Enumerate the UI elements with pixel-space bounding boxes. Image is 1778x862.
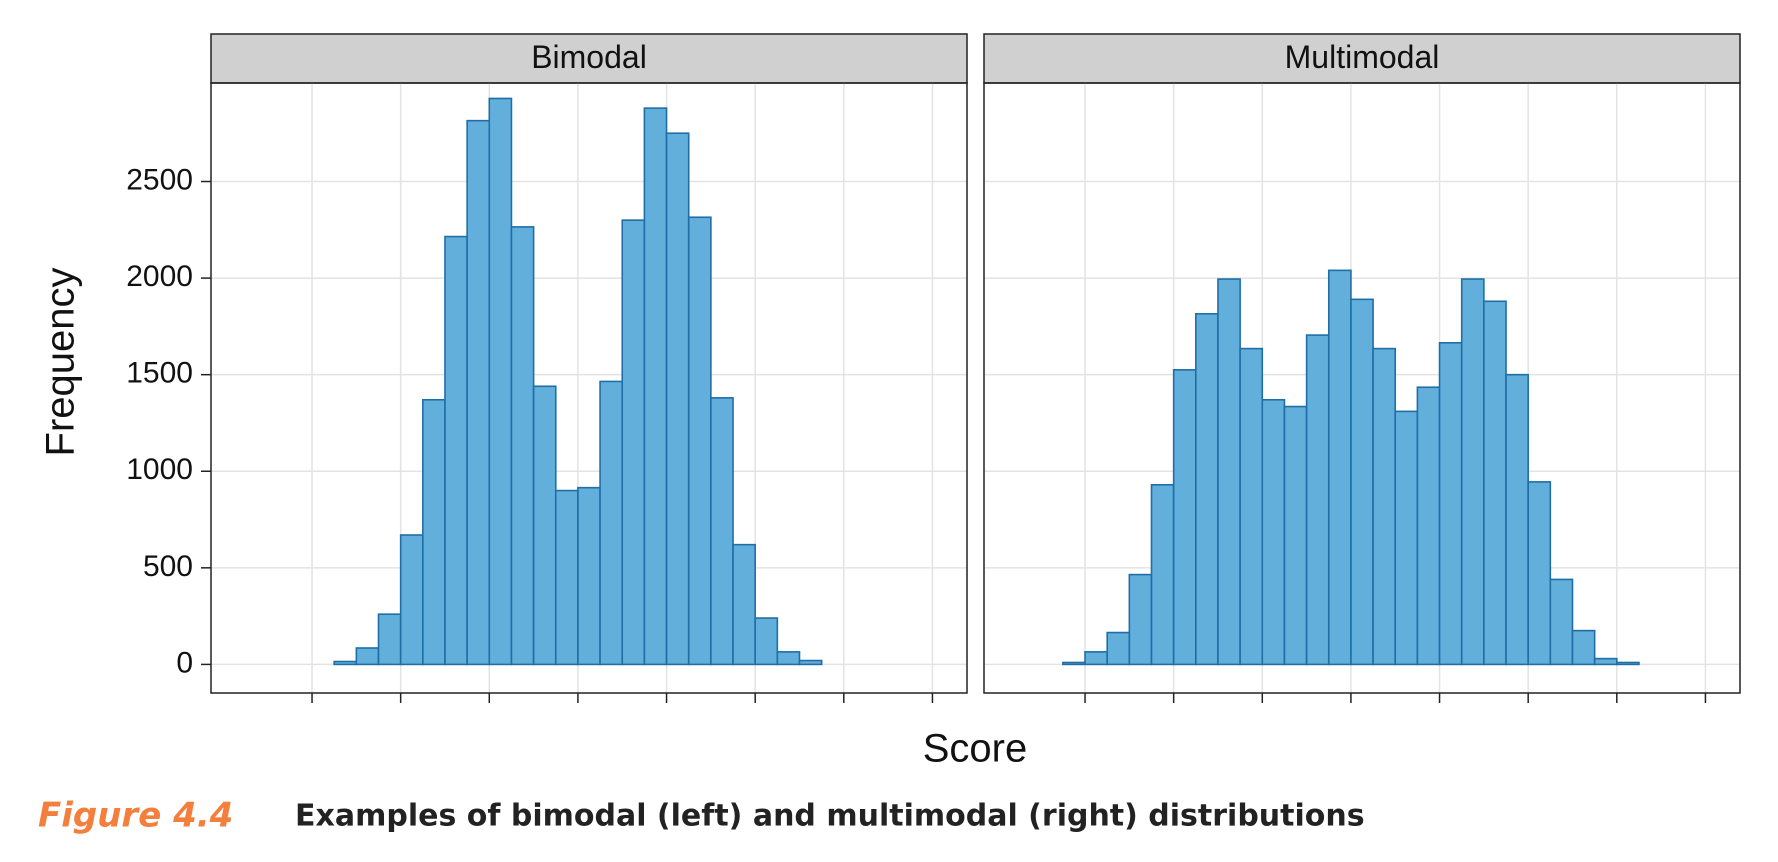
histogram-bar [665, 132, 690, 666]
histogram-bar [333, 660, 358, 666]
histogram-bar [1527, 481, 1552, 666]
histogram-bar [1084, 651, 1108, 666]
histogram-bar [1172, 369, 1197, 666]
caption-label: Figure 4.4 [38, 796, 233, 836]
y-axis-label: Frequency [39, 268, 83, 457]
histogram-bar [466, 119, 491, 666]
panel-title: Multimodal [1285, 39, 1440, 75]
histogram-bar [399, 534, 424, 666]
histogram-bar [554, 489, 579, 666]
histogram-bar [1239, 347, 1264, 666]
histogram-bar [754, 617, 779, 666]
histogram-bar [732, 543, 756, 666]
histogram-bar [1416, 386, 1441, 666]
histogram-bar [643, 107, 668, 666]
histogram-bar [776, 651, 801, 666]
histogram-bar [1195, 313, 1219, 666]
y-tick-label: 500 [143, 550, 193, 583]
histogram-bar [798, 659, 823, 666]
histogram-bar [710, 397, 734, 666]
strip [210, 33, 968, 84]
y-tick-label: 1500 [126, 357, 193, 390]
histogram-bar [355, 647, 380, 666]
histogram-bar [444, 235, 468, 666]
histogram-bar [1150, 483, 1175, 666]
histogram-bar [532, 385, 557, 666]
histogram-bar [1106, 631, 1131, 666]
y-tick-label: 0 [176, 646, 193, 679]
histogram-bar [599, 380, 624, 666]
histogram-bar [1062, 661, 1086, 666]
histogram-bar [1460, 278, 1485, 666]
histogram-bar [1616, 661, 1640, 666]
histogram-bar [1283, 405, 1308, 666]
x-axis-label: Score [923, 727, 1028, 771]
histogram-bar [1305, 334, 1330, 666]
histogram-bar [1549, 578, 1574, 666]
y-tick-label: 2500 [126, 163, 193, 196]
histogram-bar [621, 219, 646, 666]
histogram-bar [1128, 573, 1153, 666]
histogram-bar [1571, 629, 1596, 666]
histogram-bar [1593, 657, 1618, 666]
histogram-bar [577, 486, 601, 666]
histogram-bar [1505, 373, 1529, 666]
histogram-bar [510, 226, 535, 666]
histogram-bar [1327, 269, 1352, 666]
y-tick-label: 1000 [126, 453, 193, 486]
histogram-bar [377, 613, 402, 666]
plot-frame [983, 82, 1741, 694]
histogram-bar [488, 97, 513, 666]
histogram-bar [1483, 300, 1507, 666]
histogram-bar [687, 216, 712, 666]
plot-frame [210, 82, 968, 694]
histogram-bar [1261, 398, 1286, 666]
panel-title: Bimodal [531, 39, 647, 75]
histogram-bar [422, 398, 446, 666]
y-tick-label: 2000 [126, 260, 193, 293]
histogram-bar [1438, 342, 1463, 666]
histogram-bar [1350, 298, 1374, 666]
histogram-bar [1372, 347, 1397, 666]
caption: Examples of bimodal (left) and multimoda… [295, 799, 1365, 834]
histogram-bar [1217, 278, 1241, 666]
histogram-bar [1394, 410, 1419, 666]
